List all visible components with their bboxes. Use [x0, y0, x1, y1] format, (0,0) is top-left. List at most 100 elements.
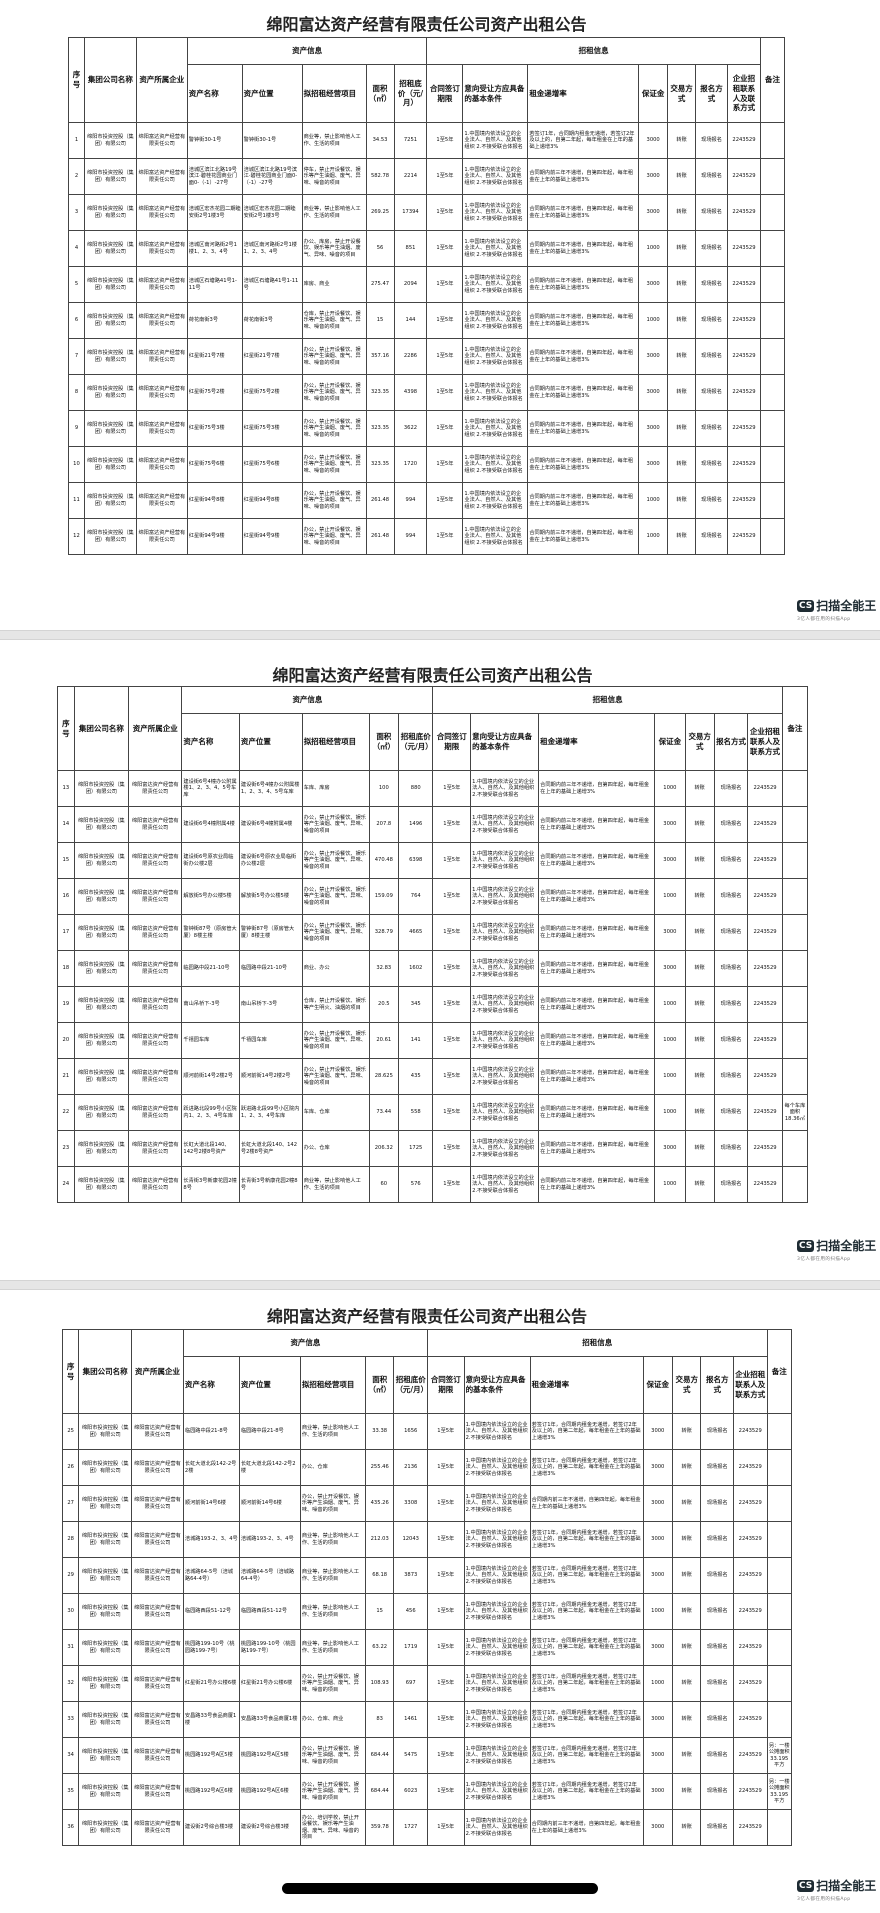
- table-row: 25 绵阳市投资控股（集团）有限公司 绵阳富达资产经营有限责任公司 临园路中段21-8…: [61, 1413, 792, 1450]
- row-number: 5: [68, 266, 85, 303]
- asset-name: 红星街21号7楼: [186, 338, 243, 375]
- base-price: 2214: [393, 158, 428, 195]
- contact: 2243529: [732, 1593, 768, 1630]
- asset-name: 桃园路192号A区6楼: [182, 1773, 240, 1810]
- table-row: 12 绵阳市投资控股（集团）有限公司 绵阳富达资产经营有限责任公司 红星街94号9楼红…: [68, 518, 786, 555]
- header-term: 合同签订期限: [432, 713, 472, 771]
- note: 每个车库面积18.36㎡: [781, 1094, 809, 1131]
- note: [766, 1413, 792, 1450]
- note: [759, 338, 786, 375]
- rent-increase-rate: 合同期内前三年不递增，自第四年起，每年租金在上年的基础上递增3%: [538, 878, 656, 915]
- asset-name: 临园路西段51-12号: [182, 1593, 240, 1630]
- area: 207.8: [368, 806, 399, 843]
- rent-increase-rate: 合同期内前三年不递增，自第四年起，每年租金在上年的基础上递增3%: [527, 158, 640, 195]
- header-asset-info: 资产信息: [186, 37, 428, 65]
- signup-method: 现场报名: [695, 194, 728, 231]
- deposit: 3000: [642, 1701, 673, 1738]
- group-name: 绵阳市投资控股（集团）有限公司: [83, 410, 137, 447]
- business-scope: 办公，禁止开设餐饮、娱乐等产生油烟、废气、异味、噪音的项目: [301, 518, 367, 555]
- row-number: 21: [57, 1058, 75, 1095]
- contact: 2243529: [726, 302, 761, 339]
- deposit: 3000: [638, 266, 669, 303]
- page-title: 绵阳富达资产经营有限责任公司资产出租公告: [266, 1307, 587, 1326]
- signup-method: 现场报名: [700, 1773, 734, 1810]
- bidder-conditions: 1.中国境内依法设立的企业法人、自然人、及其他组织 2.不接受联合体报名: [463, 1593, 531, 1630]
- contract-term: 1至5年: [432, 770, 472, 807]
- base-price: 435: [397, 1058, 434, 1095]
- signup-method: 现场报名: [713, 1130, 749, 1167]
- area: 32.83: [368, 950, 399, 987]
- bidder-conditions: 1.中国境内依法设立的企业法人、自然人、及其他组织 2.不接受联合体报名: [463, 1485, 531, 1522]
- base-price: 4665: [397, 914, 434, 951]
- row-number: 2: [68, 158, 85, 195]
- base-price: 144: [393, 302, 428, 339]
- area: 33.38: [364, 1413, 395, 1450]
- signup-method: 现场报名: [713, 878, 749, 915]
- rent-increase-rate: 合同期内前三年不递增，自第四年起，每年租金在上年的基础上递增3%: [527, 446, 640, 483]
- asset-location: 安昌路33号食品商厦1楼: [238, 1701, 301, 1738]
- group-name: 绵阳市投资控股（集团）有限公司: [78, 1773, 133, 1810]
- rent-increase-rate: 合同期内前三年不递增，自第四年起，每年租金在上年的基础上递增3%: [538, 1058, 656, 1095]
- header-group: 集团公司名称: [78, 1329, 133, 1414]
- header-group: 集团公司名称: [83, 37, 137, 123]
- group-name: 绵阳市投资控股（集团）有限公司: [78, 1809, 133, 1846]
- asset-location: 临园路中段21-10号: [238, 950, 303, 987]
- header-asset-name: 资产名称: [182, 1356, 240, 1414]
- row-number: 18: [57, 950, 75, 987]
- bidder-conditions: 1.中国境内依法设立的企业法人、自然人、及其他组织 2.不接受联合体报名: [463, 1773, 531, 1810]
- row-number: 19: [57, 986, 75, 1023]
- trade-method: 转账: [667, 158, 697, 195]
- header-rent-info: 招租信息: [426, 37, 761, 65]
- asset-name: 涪城区南河路街2号1楼1、2、3、4号: [186, 230, 243, 267]
- group-name: 绵阳市投资控股（集团）有限公司: [73, 1058, 130, 1095]
- owner-name: 绵阳富达资产经营有限责任公司: [131, 1773, 184, 1810]
- deposit: 3000: [642, 1557, 673, 1594]
- rent-increase-rate: 合同期内前三年不递增，自第四年起，每年租金在上年的基础上递增3%: [538, 842, 656, 879]
- contract-term: 1至5年: [426, 1737, 465, 1774]
- rent-increase-rate: 合同期内前三年不递增，自第四年起，每年租金在上年的基础上递增3%: [538, 950, 656, 987]
- business-scope: 办公，禁止开设餐饮、娱乐等产生油烟、废气、异味、噪音的项目: [301, 446, 367, 483]
- table-row: 14 绵阳市投资控股（集团）有限公司 绵阳富达资产经营有限责任公司 建设街6号4幢附属…: [57, 806, 809, 843]
- owner-name: 绵阳富达资产经营有限责任公司: [131, 1701, 184, 1738]
- row-number: 26: [61, 1449, 80, 1486]
- deposit: 1000: [654, 1058, 686, 1095]
- signup-method: 现场报名: [700, 1521, 734, 1558]
- note: [781, 806, 809, 843]
- trade-method: 转账: [671, 1665, 702, 1702]
- contact: 2243529: [726, 482, 761, 519]
- contract-term: 1至5年: [426, 518, 464, 555]
- signup-method: 现场报名: [713, 1094, 749, 1131]
- table-row: 23 绵阳市投资控股（集团）有限公司 绵阳富达资产经营有限责任公司 长虹大道北段140…: [57, 1130, 809, 1167]
- header-conditions: 意向受让方应具备的基本条件: [462, 64, 529, 123]
- bidder-conditions: 1.中国境内依法设立的企业法人、自然人、及其他组织 2.不接受联合体报名: [462, 446, 529, 483]
- asset-name: 涪城区滨江北路19号滨江·碧桂花园商业门面0-（-1）-27号: [186, 158, 243, 195]
- note: [781, 1130, 809, 1167]
- table-row: 2 绵阳市投资控股（集团）有限公司 绵阳富达资产经营有限责任公司 涪城区滨江北路19号…: [68, 158, 786, 195]
- contract-term: 1至5年: [426, 1629, 465, 1666]
- trade-method: 转账: [667, 266, 697, 303]
- signup-method: 现场报名: [695, 230, 728, 267]
- table-row: 1 绵阳市投资控股（集团）有限公司 绵阳富达资产经营有限责任公司 警钟街30-1号 警钟…: [68, 122, 786, 159]
- group-name: 绵阳市投资控股（集团）有限公司: [78, 1413, 133, 1450]
- trade-method: 转账: [684, 806, 715, 843]
- rent-increase-rate: 若签订1年，合同期内租金无递增，若签订2年及以上的，自第二年起，每年租金在上年的…: [529, 1701, 644, 1738]
- owner-name: 绵阳富达资产经营有限责任公司: [128, 1130, 183, 1167]
- contract-term: 1至5年: [426, 374, 464, 411]
- business-scope: 办公，禁止开设餐饮、娱乐等产生油烟、废气、异味、噪音的项目: [301, 482, 367, 519]
- rent-increase-rate: 若签订1年，合同期内租金无递增，若签订2年及以上的，自第二年起，每年租金在上年的…: [529, 1773, 644, 1810]
- signup-method: 现场报名: [700, 1593, 734, 1630]
- row-number: 13: [57, 770, 75, 807]
- base-price: 1725: [397, 1130, 434, 1167]
- header-deposit: 保证金: [642, 1356, 673, 1414]
- header-rent-info: 招租信息: [432, 686, 783, 714]
- business-scope: 商业等，禁止影响他人工作、生活的项目: [301, 122, 367, 159]
- contract-term: 1至5年: [426, 338, 464, 375]
- deposit: 1000: [654, 986, 686, 1023]
- contact: 2243529: [732, 1413, 768, 1450]
- bidder-conditions: 1.中国境内依法设立的企业法人、自然人、及其他组织 2.不接受联合体报名: [463, 1665, 531, 1702]
- home-indicator[interactable]: [282, 1883, 598, 1894]
- trade-method: 转账: [671, 1737, 702, 1774]
- owner-name: 绵阳富达资产经营有限责任公司: [135, 158, 188, 195]
- base-price: 994: [393, 518, 428, 555]
- contact: 2243529: [726, 230, 761, 267]
